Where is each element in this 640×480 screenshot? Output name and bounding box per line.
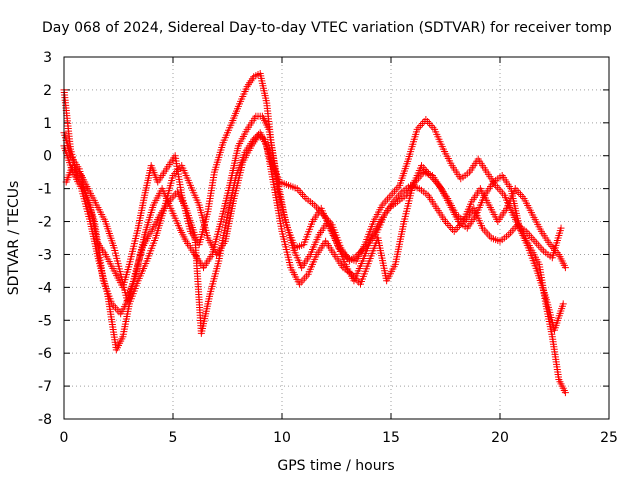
x-tick-label: 20: [491, 430, 509, 446]
series-track-3: [60, 129, 565, 337]
y-tick-label: -4: [38, 280, 52, 296]
data-point: [559, 300, 567, 308]
y-tick-label: 3: [43, 50, 52, 66]
y-tick-labels: 3 2 1 0 -1 -2 -3 -4 -5 -6 -7 -8: [38, 50, 52, 428]
series-track-4: [60, 132, 569, 354]
y-tick-label: -8: [38, 412, 52, 428]
data-point: [557, 224, 565, 232]
y-tick-label: -7: [38, 379, 52, 395]
x-tick-label: 10: [273, 430, 291, 446]
x-tick-label: 15: [382, 430, 400, 446]
x-tick-label: 5: [169, 430, 178, 446]
x-tick-labels: 0 5 10 15 20 25: [60, 430, 618, 446]
y-tick-label: -6: [38, 346, 52, 362]
plot-frame: [63, 56, 610, 420]
y-tick-label: 0: [43, 149, 52, 165]
x-tick-label: 0: [60, 430, 69, 446]
data-points: [60, 69, 569, 397]
y-tick-label: 1: [43, 116, 52, 132]
x-axis-label: GPS time / hours: [277, 458, 394, 474]
series-track-1: [60, 69, 569, 397]
chart-title: Day 068 of 2024, Sidereal Day-to-day VTE…: [42, 20, 612, 36]
y-tick-label: -3: [38, 247, 52, 263]
y-tick-label: 2: [43, 83, 52, 99]
y-tick-label: -5: [38, 313, 52, 329]
y-axis-label: SDTVAR / TECUs: [6, 181, 22, 296]
data-point: [561, 389, 569, 397]
data-point: [561, 264, 569, 272]
y-tick-label: -1: [38, 182, 52, 198]
y-tick-label: -2: [38, 215, 52, 231]
x-tick-label: 25: [600, 430, 618, 446]
